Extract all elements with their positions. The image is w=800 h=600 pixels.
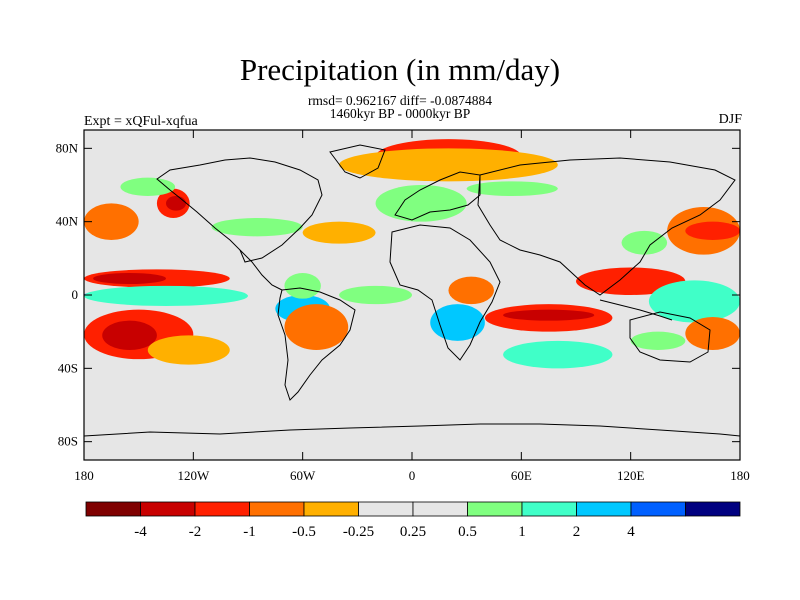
coastline-greenland — [329, 144, 386, 179]
anomaly-east-asia-wet — [621, 230, 668, 255]
experiment-label: Expt = xQFul-xqfua — [84, 114, 198, 129]
anomaly-equatorial-pacific-wet-halo — [84, 285, 248, 306]
colorbar-label: 0.5 — [458, 524, 477, 540]
lon-tick-label: 60W — [290, 468, 316, 483]
lon-tick-label: 180 — [74, 468, 94, 483]
lat-tick-label: 40S — [58, 360, 78, 375]
anomaly-atlantic-itcz-wet — [339, 285, 412, 305]
stats-line: rmsd= 0.962167 diff= -0.0874884 — [307, 93, 493, 108]
anomaly-africa-wet — [430, 304, 485, 341]
lon-tick-label: 120E — [617, 468, 645, 483]
lon-tick-label: 60E — [511, 468, 532, 483]
colorbar-swatch — [630, 501, 686, 517]
anomaly-south-west-pacific-dry — [685, 317, 740, 350]
colorbar-swatch — [358, 501, 414, 517]
anomaly-south-america-north-wet — [284, 273, 321, 299]
coastline-africa — [389, 224, 501, 361]
colorbar-swatch — [576, 501, 632, 517]
coastline-asia — [477, 157, 736, 296]
colorbar-swatch — [85, 501, 141, 517]
colorbar-swatch — [140, 501, 196, 517]
anomaly-africa-dry — [448, 276, 494, 305]
anomaly-layer — [84, 139, 740, 369]
coastline-antarctica — [84, 423, 740, 437]
anomaly-atlantic-dry — [302, 221, 376, 244]
colorbar-label: 1 — [518, 524, 526, 540]
anomaly-north-west-pacific-core — [685, 221, 740, 240]
anomaly-indian-ocean-wet — [503, 340, 613, 369]
anomaly-europe-wet — [375, 185, 467, 222]
colorbar-label: -1 — [243, 524, 256, 540]
colorbar-swatch — [303, 501, 359, 517]
season-label: DJF — [718, 112, 742, 127]
colorbar-label: 4 — [627, 524, 635, 540]
anomaly-indian-ocean-dry-core — [503, 309, 595, 321]
anomaly-australia-wet — [630, 331, 686, 351]
colorbar-swatch — [685, 501, 741, 517]
anomaly-arctic-wet — [466, 181, 558, 197]
plot-title: Precipitation (in mm/day) — [239, 52, 561, 87]
coastline-north-america — [156, 157, 323, 263]
anomaly-arctic-dry-edge — [339, 148, 558, 182]
anomaly-maritime-continent-dry — [576, 267, 686, 295]
coastline-europe — [394, 171, 481, 221]
anomaly-south-america-dry — [284, 304, 349, 351]
colorbar-swatch — [467, 501, 523, 517]
colorbar-label: 2 — [573, 524, 581, 540]
colorbar-swatch — [412, 501, 468, 517]
colorbar-label: -2 — [189, 524, 202, 540]
anomaly-south-pacific-dry-core — [102, 320, 157, 351]
axis-ticks: 80N 40N 0 40S 80S 180 120W 60W 0 60E 120E 180 — [56, 130, 750, 483]
lon-tick-label: 0 — [409, 468, 416, 483]
colorbar-label: -0.5 — [292, 524, 316, 540]
anomaly-north-pacific-dry — [84, 203, 139, 241]
colorbar-label: -4 — [134, 524, 147, 540]
anomaly-south-pacific-moderate — [147, 335, 230, 365]
coastline-south-america — [277, 287, 356, 401]
lon-tick-label: 120W — [177, 468, 210, 483]
lat-tick-label: 40N — [56, 214, 79, 229]
coastline-indonesia — [599, 299, 673, 321]
anomaly-north-america-west-core — [166, 196, 187, 211]
coastline-layer — [84, 144, 740, 437]
colorbar-swatch — [521, 501, 577, 517]
colorbar-swatch — [249, 501, 305, 517]
colorbar: -4 -2 -1 -0.5 -0.25 0.25 0.5 1 2 4 — [85, 501, 741, 540]
lon-tick-label: 180 — [730, 468, 750, 483]
coastline-australia — [629, 311, 711, 363]
coastline-central-america — [239, 249, 283, 291]
colorbar-label: 0.25 — [400, 524, 426, 540]
colorbar-label: -0.25 — [343, 524, 374, 540]
anomaly-western-pacific-wet-halo — [648, 280, 740, 323]
lat-tick-label: 80S — [58, 434, 78, 449]
lat-tick-label: 80N — [56, 140, 79, 155]
colorbar-swatch — [194, 501, 250, 517]
lat-tick-label: 0 — [72, 287, 79, 302]
period-line: 1460kyr BP - 0000kyr BP — [329, 106, 471, 121]
anomaly-north-atlantic-wet — [211, 218, 303, 237]
anomaly-tropical-east-pacific-core-dry — [93, 273, 166, 284]
